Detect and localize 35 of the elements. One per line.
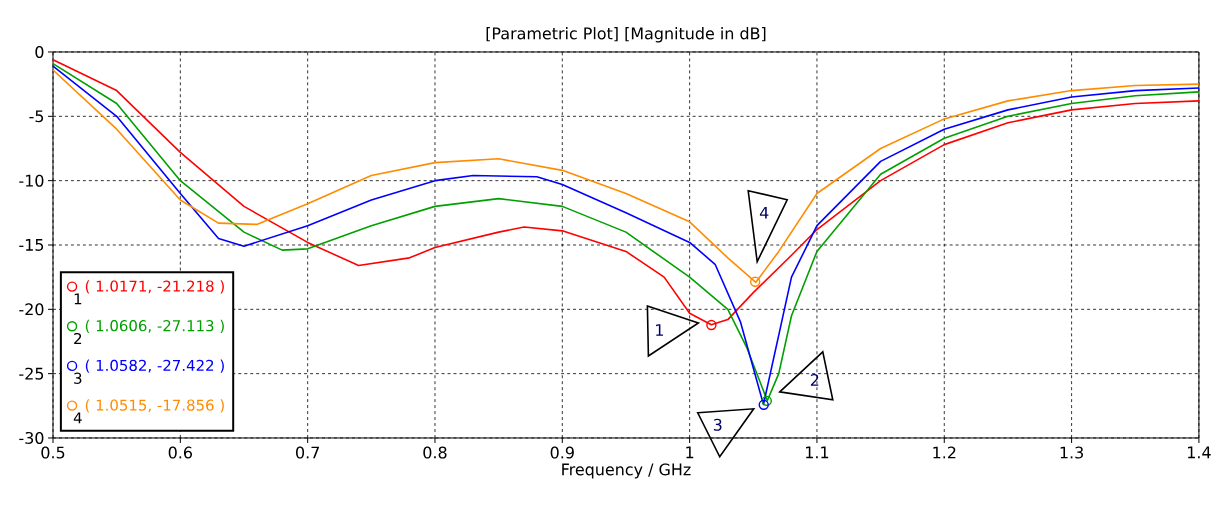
x-tick-label: 1 [686, 446, 694, 459]
text: 3 [713, 418, 722, 431]
annotation: 2 [74, 332, 82, 345]
text: 2 [810, 373, 819, 386]
annotation: 1 [74, 293, 82, 305]
x-tick-label: 0.7 [296, 446, 319, 459]
x-axis-title: Frequency / GHz [562, 463, 691, 479]
point [706, 319, 717, 331]
text: 4 [759, 206, 769, 219]
x-tick-label: 1.1 [806, 446, 829, 459]
point [758, 399, 769, 411]
point [749, 276, 761, 287]
legend-label: ( 1.0171, -21.218 ) [85, 280, 224, 294]
y-tick-label: 0 [35, 45, 44, 59]
annotation: 3 [74, 372, 82, 384]
legend-label: ( 1.0515, -17.856 ) [85, 399, 224, 413]
legend-label: ( 1.0582, -27.422 ) [85, 359, 224, 373]
y-tick-label: -20 [19, 303, 44, 316]
x-tick-label: 0.9 [550, 446, 574, 459]
x-tick-label: 1.2 [933, 446, 956, 459]
annotation: 4 [73, 412, 82, 424]
point [761, 395, 772, 407]
x-tick-label: 0.6 [168, 446, 193, 459]
y-tick-label: -15 [19, 239, 44, 251]
y-tick-label: -30 [19, 431, 44, 445]
text: 1 [656, 324, 663, 336]
x-tick-label: 0.5 [41, 446, 65, 459]
y-tick-label: -5 [29, 110, 44, 123]
x-tick-label: 1.4 [1187, 446, 1211, 459]
x-tick-label: 0.8 [423, 446, 447, 459]
y-tick-label: -25 [19, 367, 44, 380]
x-tick-label: 1.3 [1060, 446, 1083, 459]
y-tick-label: -10 [19, 174, 44, 187]
chart-title: [Parametric Plot] [Magnitude in dB] [486, 27, 766, 43]
legend-label: ( 1.0606, -27.113 ) [85, 319, 224, 334]
